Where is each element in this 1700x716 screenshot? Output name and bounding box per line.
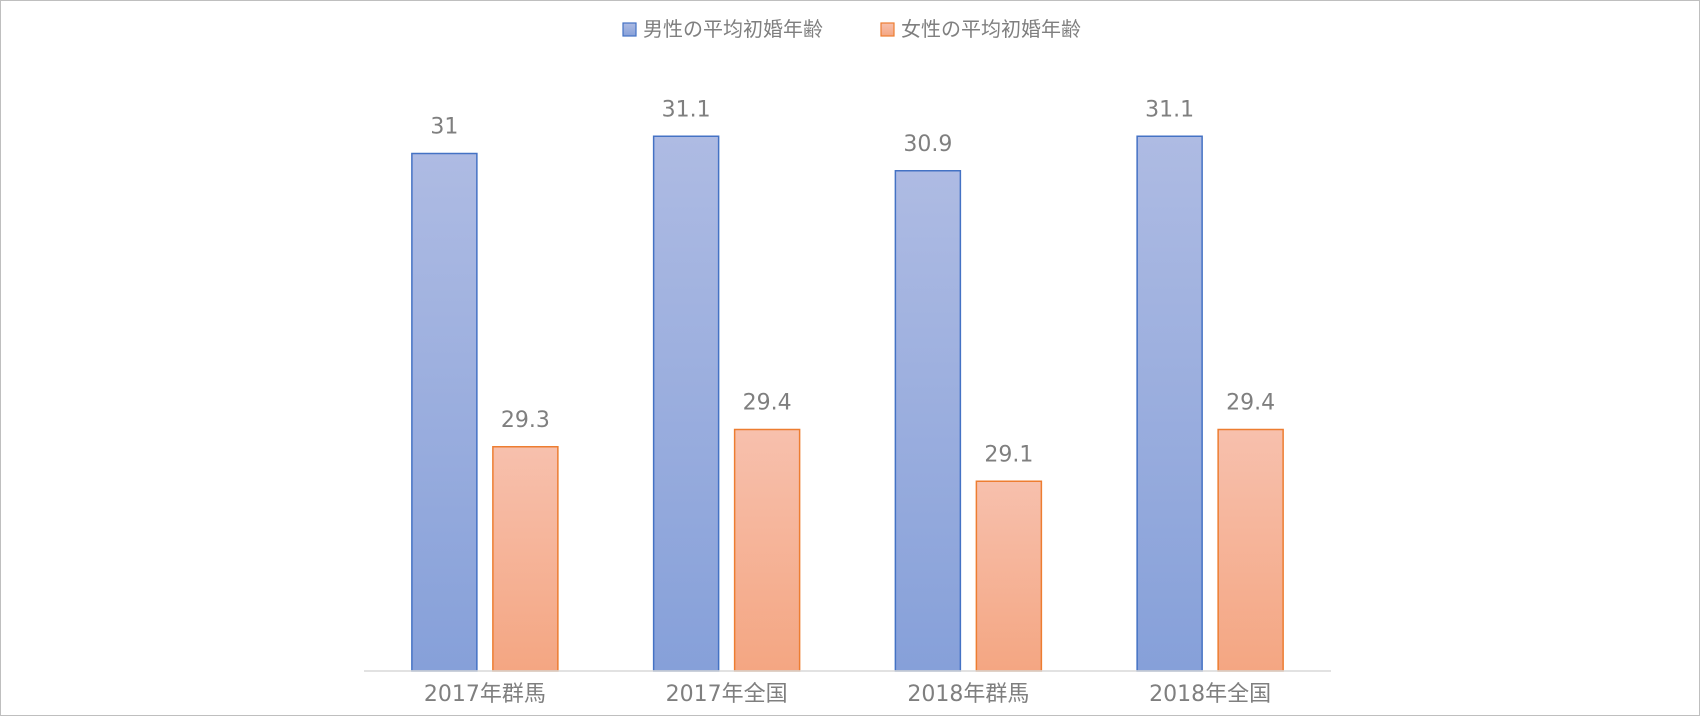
value-label-male-2: 31.1 xyxy=(662,97,711,122)
bar-female-3 xyxy=(975,480,1043,672)
bars-layer xyxy=(411,135,1284,672)
value-label-female-4: 29.4 xyxy=(1226,391,1275,416)
legend-swatch-male xyxy=(622,22,637,37)
value-label-male-3: 30.9 xyxy=(903,132,952,157)
value-label-female-2: 29.4 xyxy=(743,391,792,416)
value-label-female-3: 29.1 xyxy=(984,442,1033,467)
legend-label-female: 女性の平均初婚年齢 xyxy=(901,17,1081,41)
legend-swatch-female xyxy=(880,22,895,37)
x-tick-label-3: 2018年群馬 xyxy=(907,682,1029,707)
value-label-male-4: 31.1 xyxy=(1145,97,1194,122)
x-axis-tick-labels: 2017年群馬 2017年全国 2018年群馬 2018年全国 xyxy=(424,682,1271,707)
bar-female-2 xyxy=(733,428,801,672)
value-labels-layer: 31 29.3 31.1 29.4 30.9 29.1 31.1 29.4 xyxy=(430,97,1275,467)
bar-male-1 xyxy=(411,152,478,672)
x-tick-label-4: 2018年全国 xyxy=(1149,682,1271,707)
x-tick-label-2: 2017年全国 xyxy=(666,682,788,707)
legend-label-male: 男性の平均初婚年齢 xyxy=(643,17,823,41)
bar-female-1 xyxy=(492,446,559,672)
value-label-female-1: 29.3 xyxy=(501,408,550,433)
bar-male-3 xyxy=(894,170,962,672)
x-tick-label-1: 2017年群馬 xyxy=(424,682,546,707)
value-label-male-1: 31 xyxy=(430,115,458,140)
legend: 男性の平均初婚年齢 女性の平均初婚年齢 xyxy=(622,17,1081,41)
bar-male-4 xyxy=(1136,135,1203,672)
bar-female-4 xyxy=(1217,428,1284,672)
bar-male-2 xyxy=(652,135,720,672)
